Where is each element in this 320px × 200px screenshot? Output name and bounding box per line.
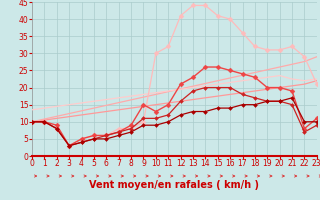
X-axis label: Vent moyen/en rafales ( km/h ): Vent moyen/en rafales ( km/h )	[89, 180, 260, 190]
